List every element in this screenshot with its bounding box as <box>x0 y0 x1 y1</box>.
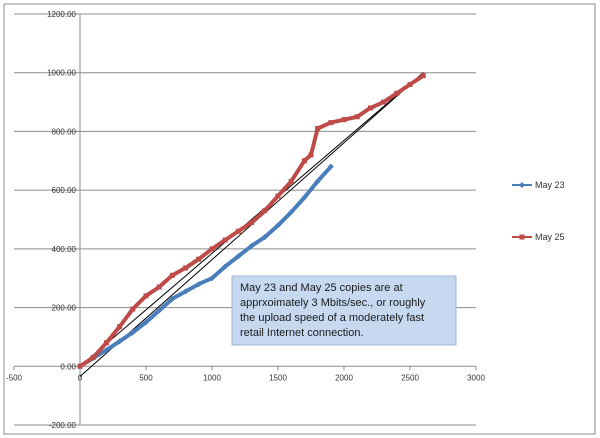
data-point <box>327 163 334 170</box>
y-tick-label: 1200.00 <box>47 10 76 19</box>
data-point <box>314 178 321 185</box>
data-point <box>169 272 175 278</box>
data-point <box>367 105 373 111</box>
data-point <box>209 275 215 282</box>
data-point <box>117 324 123 330</box>
data-point <box>315 125 321 131</box>
annotation-line: retail Internet connection. <box>240 327 364 339</box>
data-point <box>103 340 109 346</box>
data-point <box>143 319 149 326</box>
data-point <box>420 73 426 79</box>
data-point <box>341 117 347 123</box>
data-point <box>156 307 163 314</box>
x-tick-label: 2000 <box>335 373 353 382</box>
data-point <box>301 158 307 164</box>
annotation-line: May 23 and May 25 copies are at <box>240 282 403 294</box>
data-point <box>222 263 229 270</box>
data-point <box>209 246 215 252</box>
annotation: May 23 and May 25 copies are at apprxoima… <box>231 275 457 346</box>
tick-labels: -200.00 0.00 200.00 400.00 600.00 800.00 1000.… <box>6 10 485 430</box>
x-tick-label: 500 <box>139 373 153 382</box>
data-point <box>169 295 176 302</box>
x-tick-label: 1500 <box>269 373 287 382</box>
data-point <box>116 338 123 345</box>
x-tick-label: 1000 <box>203 373 221 382</box>
y-tick-label: 400.00 <box>52 245 77 254</box>
data-point <box>249 219 255 225</box>
y-tick-label: 800.00 <box>52 127 77 136</box>
y-tick-label: 600.00 <box>52 186 77 195</box>
data-point <box>143 293 149 299</box>
data-point <box>129 329 136 336</box>
annotation-line: apprxoimately 3 Mbits/sec., or roughly <box>240 297 426 309</box>
legend-entry: May 23 <box>512 180 565 190</box>
x-tick-label: -500 <box>6 373 23 382</box>
series-line <box>78 164 333 369</box>
data-point <box>130 306 136 312</box>
data-point <box>381 99 387 105</box>
data-point <box>261 234 268 241</box>
legend-label: May 25 <box>535 232 565 242</box>
data-point <box>262 208 268 214</box>
legend-marker <box>519 234 525 240</box>
data-point <box>275 222 281 229</box>
y-tick-label: 200.00 <box>52 304 77 313</box>
data-point <box>90 354 96 360</box>
data-point <box>301 194 308 201</box>
data-point <box>354 114 360 120</box>
data-point <box>156 284 162 290</box>
data-point <box>103 347 110 354</box>
data-point <box>235 228 241 234</box>
trendline <box>79 72 424 367</box>
data-point <box>183 265 189 271</box>
x-tick-label: 0 <box>78 373 83 382</box>
legend: May 23 May 25 <box>512 180 565 242</box>
series-layer <box>77 73 426 370</box>
data-point <box>308 152 314 158</box>
legend-marker <box>519 182 525 188</box>
data-point <box>275 193 281 199</box>
data-point <box>288 209 295 216</box>
data-point <box>195 281 202 288</box>
x-tick-label: 2500 <box>401 373 419 382</box>
y-tick-label: 1000.00 <box>47 69 76 78</box>
data-point <box>328 120 334 126</box>
data-point <box>77 363 83 369</box>
series-1 <box>77 73 426 369</box>
data-point <box>196 256 202 262</box>
x-tick-label: 3000 <box>467 373 485 382</box>
data-point <box>222 237 228 243</box>
data-point <box>394 90 400 96</box>
annotation-line: the upload speed of a moderately fast <box>240 312 424 324</box>
data-point <box>235 253 242 260</box>
data-point <box>407 81 413 87</box>
series-line <box>78 73 426 369</box>
legend-entry: May 25 <box>512 232 565 242</box>
data-point <box>288 178 294 184</box>
series-0 <box>77 163 334 370</box>
y-tick-label: 0.00 <box>60 362 76 371</box>
chart-frame <box>3 3 596 435</box>
legend-label: May 23 <box>535 180 565 190</box>
annotation-box <box>231 275 457 346</box>
data-point <box>182 288 189 295</box>
data-point <box>248 242 255 249</box>
y-tick-label: -200.00 <box>49 421 77 430</box>
